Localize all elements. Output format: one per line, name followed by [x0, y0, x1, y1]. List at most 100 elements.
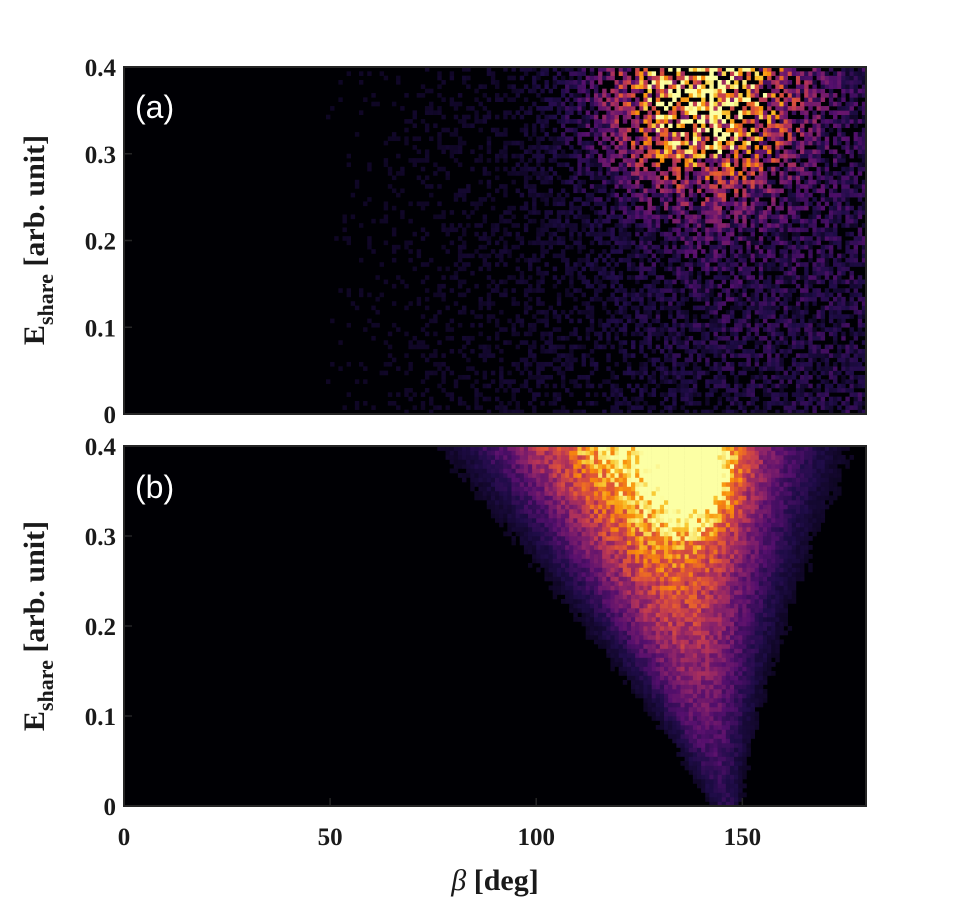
- heatmap-cell: [470, 166, 475, 172]
- heatmap-cell: [429, 88, 434, 94]
- heatmap-cell: [556, 218, 562, 224]
- heatmap-cell: [750, 162, 755, 168]
- heatmap-cell: [626, 205, 632, 211]
- heatmap-cell: [800, 162, 805, 168]
- heatmap-cell: [668, 327, 673, 332]
- heatmap-cell: [808, 340, 813, 345]
- heatmap-cell: [618, 166, 624, 172]
- heatmap-cell: [482, 353, 488, 358]
- heatmap-cell: [762, 305, 768, 311]
- heatmap-cell: [804, 119, 809, 124]
- heatmap-cell: [565, 136, 570, 142]
- heatmap-cell: [709, 253, 714, 259]
- heatmap-cell: [808, 331, 813, 337]
- heatmap-cell: [837, 270, 842, 276]
- heatmap-cell: [589, 296, 595, 302]
- heatmap-cell: [717, 257, 723, 263]
- heatmap-cell: [622, 149, 628, 155]
- heatmap-cell: [738, 361, 743, 367]
- heatmap-cell: [449, 145, 455, 150]
- heatmap-cell: [841, 88, 846, 94]
- heatmap-cell: [651, 279, 657, 285]
- heatmap-cell: [519, 171, 525, 176]
- heatmap-cell: [383, 162, 389, 168]
- heatmap-cell: [742, 366, 747, 371]
- heatmap-cell: [812, 292, 817, 298]
- heatmap-cell: [705, 231, 710, 237]
- heatmap-cell: [701, 240, 706, 246]
- heatmap-cell: [647, 309, 652, 315]
- heatmap-cell: [602, 283, 607, 289]
- heatmap-cell: [445, 455, 450, 460]
- heatmap-cell: [692, 93, 698, 98]
- heatmap-cell: [445, 249, 450, 254]
- heatmap-cell: [391, 322, 397, 328]
- heatmap-cell: [610, 101, 615, 107]
- heatmap-cell: [626, 210, 632, 215]
- heatmap-cell: [573, 383, 578, 389]
- heatmap-cell: [449, 240, 455, 246]
- heatmap-cell: [593, 340, 599, 345]
- heatmap-cell: [845, 361, 850, 367]
- heatmap-cell: [589, 75, 595, 81]
- heatmap-cell: [701, 292, 706, 298]
- heatmap-cell: [614, 405, 619, 410]
- heatmap-cell: [775, 374, 780, 380]
- heatmap-cell: [767, 223, 772, 228]
- heatmap-cell: [734, 153, 739, 159]
- heatmap-cell: [787, 214, 793, 220]
- heatmap-cell: [746, 357, 751, 363]
- heatmap-cell: [404, 370, 409, 376]
- heatmap-cell: [853, 257, 859, 263]
- heatmap-cell: [581, 409, 586, 415]
- heatmap-cell: [540, 145, 545, 150]
- heatmap-cell: [791, 361, 797, 367]
- heatmap-cell: [841, 80, 846, 85]
- heatmap-cell: [857, 318, 863, 324]
- heatmap-cell: [643, 223, 648, 228]
- heatmap-cell: [725, 309, 731, 315]
- heatmap-cell: [408, 387, 413, 393]
- heatmap-cell: [631, 119, 636, 124]
- heatmap-cell: [672, 288, 677, 293]
- heatmap-cell: [709, 184, 714, 189]
- heatmap-cell: [717, 106, 723, 111]
- heatmap-cell: [639, 192, 644, 198]
- heatmap-cell: [676, 166, 681, 172]
- heatmap-cell: [750, 348, 755, 354]
- heatmap-cell: [845, 67, 850, 72]
- heatmap-cell: [746, 318, 751, 324]
- heatmap-cell: [754, 192, 760, 198]
- heatmap-cell: [717, 175, 723, 181]
- heatmap-cell: [655, 335, 661, 341]
- heatmap-cell: [433, 110, 438, 116]
- heatmap-cell: [371, 322, 376, 328]
- heatmap-cell: [643, 335, 648, 341]
- heatmap-cell: [358, 257, 364, 263]
- heatmap-cell: [729, 400, 735, 406]
- heatmap-cell: [729, 314, 735, 319]
- heatmap-cell: [828, 409, 834, 415]
- heatmap-cell: [837, 153, 842, 159]
- heatmap-cell: [746, 227, 751, 233]
- heatmap-cell: [606, 218, 611, 224]
- heatmap-cell: [482, 106, 488, 111]
- heatmap-cell: [490, 197, 496, 202]
- heatmap-cell: [816, 374, 821, 380]
- heatmap-cell: [598, 231, 603, 237]
- heatmap-cell: [849, 214, 854, 220]
- heatmap-cell: [828, 179, 834, 185]
- heatmap-cell: [371, 249, 376, 254]
- heatmap-cell: [701, 249, 706, 254]
- heatmap-cell: [626, 218, 632, 224]
- heatmap-cell: [725, 114, 731, 120]
- heatmap-cell: [713, 110, 718, 116]
- heatmap-cell: [556, 279, 562, 285]
- heatmap-cell: [424, 305, 430, 311]
- heatmap-cell: [762, 279, 768, 285]
- heatmap-cell: [387, 353, 393, 358]
- heatmap-cell: [527, 305, 533, 311]
- heatmap-cell: [626, 275, 632, 280]
- heatmap-cell: [820, 132, 826, 137]
- heatmap-cell: [787, 80, 793, 85]
